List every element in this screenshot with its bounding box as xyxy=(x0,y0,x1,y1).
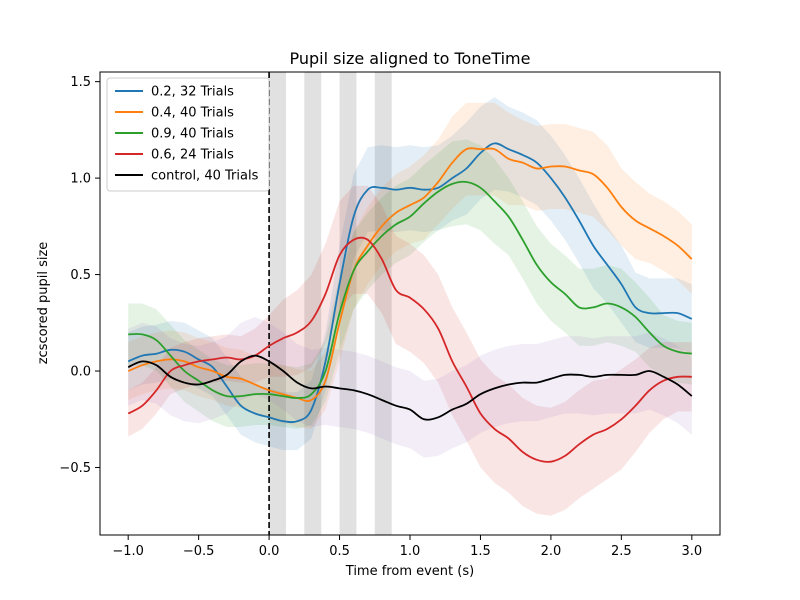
y-axis-ticks: −0.5 0.0 0.5 1.0 1.5 xyxy=(59,75,100,476)
x-tick-label: 3.0 xyxy=(681,544,702,559)
y-tick-label: −0.5 xyxy=(59,461,91,476)
x-tick-label: 2.5 xyxy=(611,544,632,559)
y-tick-label: 1.0 xyxy=(70,172,91,187)
x-tick-label: −0.5 xyxy=(183,544,215,559)
y-tick-label: 0.0 xyxy=(70,365,91,380)
y-axis-label: zcscored pupil size xyxy=(36,242,51,365)
y-tick-label: 1.5 xyxy=(70,75,91,90)
series-line xyxy=(128,180,692,399)
series-confidence-band xyxy=(128,102,692,429)
y-tick-label: 0.5 xyxy=(70,268,91,283)
legend-box xyxy=(106,77,270,192)
series-lines xyxy=(127,142,693,463)
x-tick-label: −1.0 xyxy=(112,544,144,559)
series-line xyxy=(127,142,693,424)
x-axis-ticks: −1.0 −0.5 0.0 0.5 1.0 1.5 2.0 2.5 3.0 xyxy=(112,535,702,559)
x-tick-label: 0.5 xyxy=(329,544,350,559)
legend-label: 0.9, 40 Trials xyxy=(151,127,234,142)
series-confidence-band xyxy=(128,97,692,451)
series-line xyxy=(127,236,692,463)
x-axis-label: Time from event (s) xyxy=(345,564,474,579)
legend: 0.2, 32 Trials 0.4, 40 Trials 0.9, 40 Tria… xyxy=(106,77,270,192)
x-tick-label: 1.5 xyxy=(470,544,491,559)
legend-label: 0.4, 40 Trials xyxy=(151,106,234,121)
stimulus-band xyxy=(304,72,322,535)
series-confidence-band xyxy=(128,139,692,429)
series-confidence-band xyxy=(128,185,692,516)
series-line xyxy=(127,354,693,421)
stimulus-band xyxy=(339,72,357,535)
legend-label: 0.6, 24 Trials xyxy=(151,148,234,163)
x-tick-label: 1.0 xyxy=(400,544,421,559)
x-tick-label: 0.0 xyxy=(259,544,280,559)
chart-title: Pupil size aligned to ToneTime xyxy=(290,49,531,68)
legend-label: control, 40 Trials xyxy=(151,169,259,184)
x-tick-label: 2.0 xyxy=(541,544,562,559)
series-line xyxy=(127,147,693,402)
legend-label: 0.2, 32 Trials xyxy=(151,85,234,100)
